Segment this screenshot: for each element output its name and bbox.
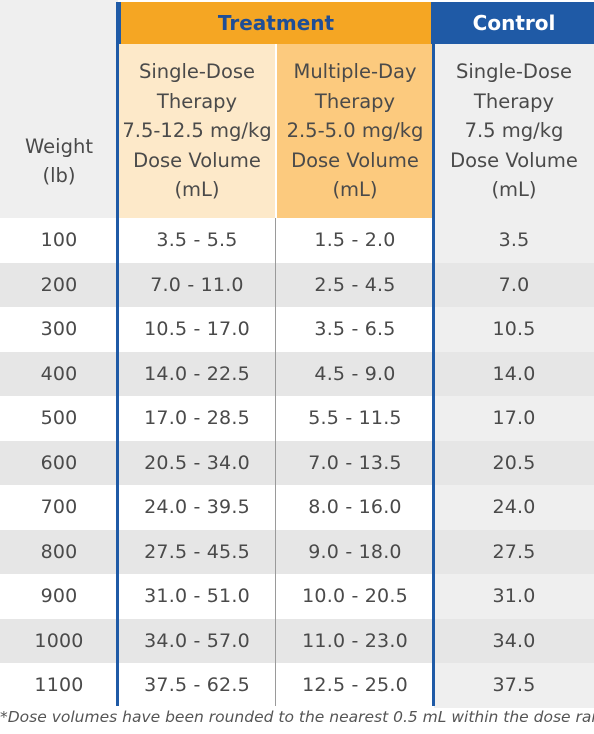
table-row: 1100 37.5 - 62.5 12.5 - 25.0 37.5	[0, 663, 594, 708]
control-cell: 17.0	[434, 396, 594, 441]
weight-cell: 100	[0, 218, 118, 263]
control-cell: 37.5	[434, 663, 594, 708]
single-dose-cell: 24.0 - 39.5	[118, 485, 276, 530]
single-dose-cell: 34.0 - 57.0	[118, 618, 276, 663]
corner-cell	[0, 0, 118, 44]
control-header-line: 7.5 mg/kg	[464, 119, 564, 143]
weight-cell: 900	[0, 574, 118, 619]
weight-cell: 1100	[0, 663, 118, 708]
weight-header-line: Weight	[25, 134, 93, 158]
single-dose-header-line: Single-Dose	[138, 60, 256, 84]
multiple-day-cell: 12.5 - 25.0	[276, 663, 434, 708]
multiple-day-cell: 3.5 - 6.5	[276, 307, 434, 352]
table-row: 900 31.0 - 51.0 10.0 - 20.5 31.0	[0, 574, 594, 619]
multiple-day-header-line: Dose Volume	[291, 148, 419, 172]
multiple-day-cell: 8.0 - 16.0	[276, 485, 434, 530]
weight-cell: 500	[0, 396, 118, 441]
single-dose-header-line: (mL)	[174, 178, 220, 202]
multiple-day-header-line: (mL)	[332, 178, 378, 202]
single-dose-cell: 10.5 - 17.0	[118, 307, 276, 352]
treatment-group-header: Treatment	[118, 2, 434, 44]
column-divider	[275, 44, 277, 218]
control-header-line: (mL)	[491, 178, 537, 202]
table-row: 700 24.0 - 39.5 8.0 - 16.0 24.0	[0, 485, 594, 530]
multiple-day-cell: 9.0 - 18.0	[276, 529, 434, 574]
multiple-day-cell: 10.0 - 20.5	[276, 574, 434, 619]
control-header-line: Therapy	[473, 89, 555, 113]
treatment-left-border	[116, 2, 119, 706]
table-row: 200 7.0 - 11.0 2.5 - 4.5 7.0	[0, 262, 594, 307]
control-cell: 27.5	[434, 529, 594, 574]
control-header-line: Dose Volume	[450, 148, 578, 172]
control-cell: 10.5	[434, 307, 594, 352]
control-cell: 14.0	[434, 351, 594, 396]
table-row: 800 27.5 - 45.5 9.0 - 18.0 27.5	[0, 529, 594, 574]
multiple-day-header-line: Therapy	[314, 89, 396, 113]
table-row: 500 17.0 - 28.5 5.5 - 11.5 17.0	[0, 396, 594, 441]
column-divider	[275, 218, 276, 706]
control-group-header: Control	[434, 2, 594, 44]
control-cell: 7.0	[434, 262, 594, 307]
footnote: *Dose volumes have been rounded to the n…	[0, 708, 594, 726]
single-dose-cell: 7.0 - 11.0	[118, 262, 276, 307]
control-cell: 31.0	[434, 574, 594, 619]
table-row: 600 20.5 - 34.0 7.0 - 13.5 20.5	[0, 440, 594, 485]
single-dose-column-header: Single-Dose Therapy 7.5-12.5 mg/kg Dose …	[118, 44, 276, 218]
table-row: 100 3.5 - 5.5 1.5 - 2.0 3.5	[0, 218, 594, 263]
table-row: 400 14.0 - 22.5 4.5 - 9.0 14.0	[0, 351, 594, 396]
single-dose-cell: 37.5 - 62.5	[118, 663, 276, 708]
multiple-day-column-header: Multiple-Day Therapy 2.5-5.0 mg/kg Dose …	[276, 44, 434, 218]
single-dose-cell: 3.5 - 5.5	[118, 218, 276, 263]
single-dose-cell: 20.5 - 34.0	[118, 440, 276, 485]
treatment-right-border	[432, 2, 435, 706]
single-dose-cell: 17.0 - 28.5	[118, 396, 276, 441]
control-cell: 34.0	[434, 618, 594, 663]
multiple-day-cell: 11.0 - 23.0	[276, 618, 434, 663]
weight-column-header: Weight (lb)	[0, 44, 118, 218]
single-dose-header-line: Dose Volume	[133, 148, 261, 172]
dose-table-grid: Treatment Control Weight (lb) Single-Dos…	[0, 0, 594, 708]
control-header-line: Single-Dose	[455, 60, 573, 84]
control-column-header: Single-Dose Therapy 7.5 mg/kg Dose Volum…	[434, 44, 594, 218]
table-row: 1000 34.0 - 57.0 11.0 - 23.0 34.0	[0, 618, 594, 663]
weight-cell: 1000	[0, 618, 118, 663]
weight-header-line: (lb)	[42, 164, 76, 187]
weight-cell: 200	[0, 262, 118, 307]
multiple-day-cell: 2.5 - 4.5	[276, 262, 434, 307]
multiple-day-header-line: Multiple-Day	[293, 60, 417, 84]
control-cell: 24.0	[434, 485, 594, 530]
weight-cell: 600	[0, 440, 118, 485]
multiple-day-cell: 1.5 - 2.0	[276, 218, 434, 263]
multiple-day-cell: 5.5 - 11.5	[276, 396, 434, 441]
multiple-day-header-line: 2.5-5.0 mg/kg	[286, 119, 424, 143]
weight-cell: 400	[0, 351, 118, 396]
control-cell: 3.5	[434, 218, 594, 263]
single-dose-cell: 14.0 - 22.5	[118, 351, 276, 396]
multiple-day-cell: 4.5 - 9.0	[276, 351, 434, 396]
weight-cell: 700	[0, 485, 118, 530]
single-dose-cell: 27.5 - 45.5	[118, 529, 276, 574]
control-cell: 20.5	[434, 440, 594, 485]
single-dose-cell: 31.0 - 51.0	[118, 574, 276, 619]
table-row: 300 10.5 - 17.0 3.5 - 6.5 10.5	[0, 307, 594, 352]
weight-cell: 300	[0, 307, 118, 352]
weight-cell: 800	[0, 529, 118, 574]
multiple-day-cell: 7.0 - 13.5	[276, 440, 434, 485]
single-dose-header-line: 7.5-12.5 mg/kg	[122, 119, 272, 143]
single-dose-header-line: Therapy	[156, 89, 238, 113]
